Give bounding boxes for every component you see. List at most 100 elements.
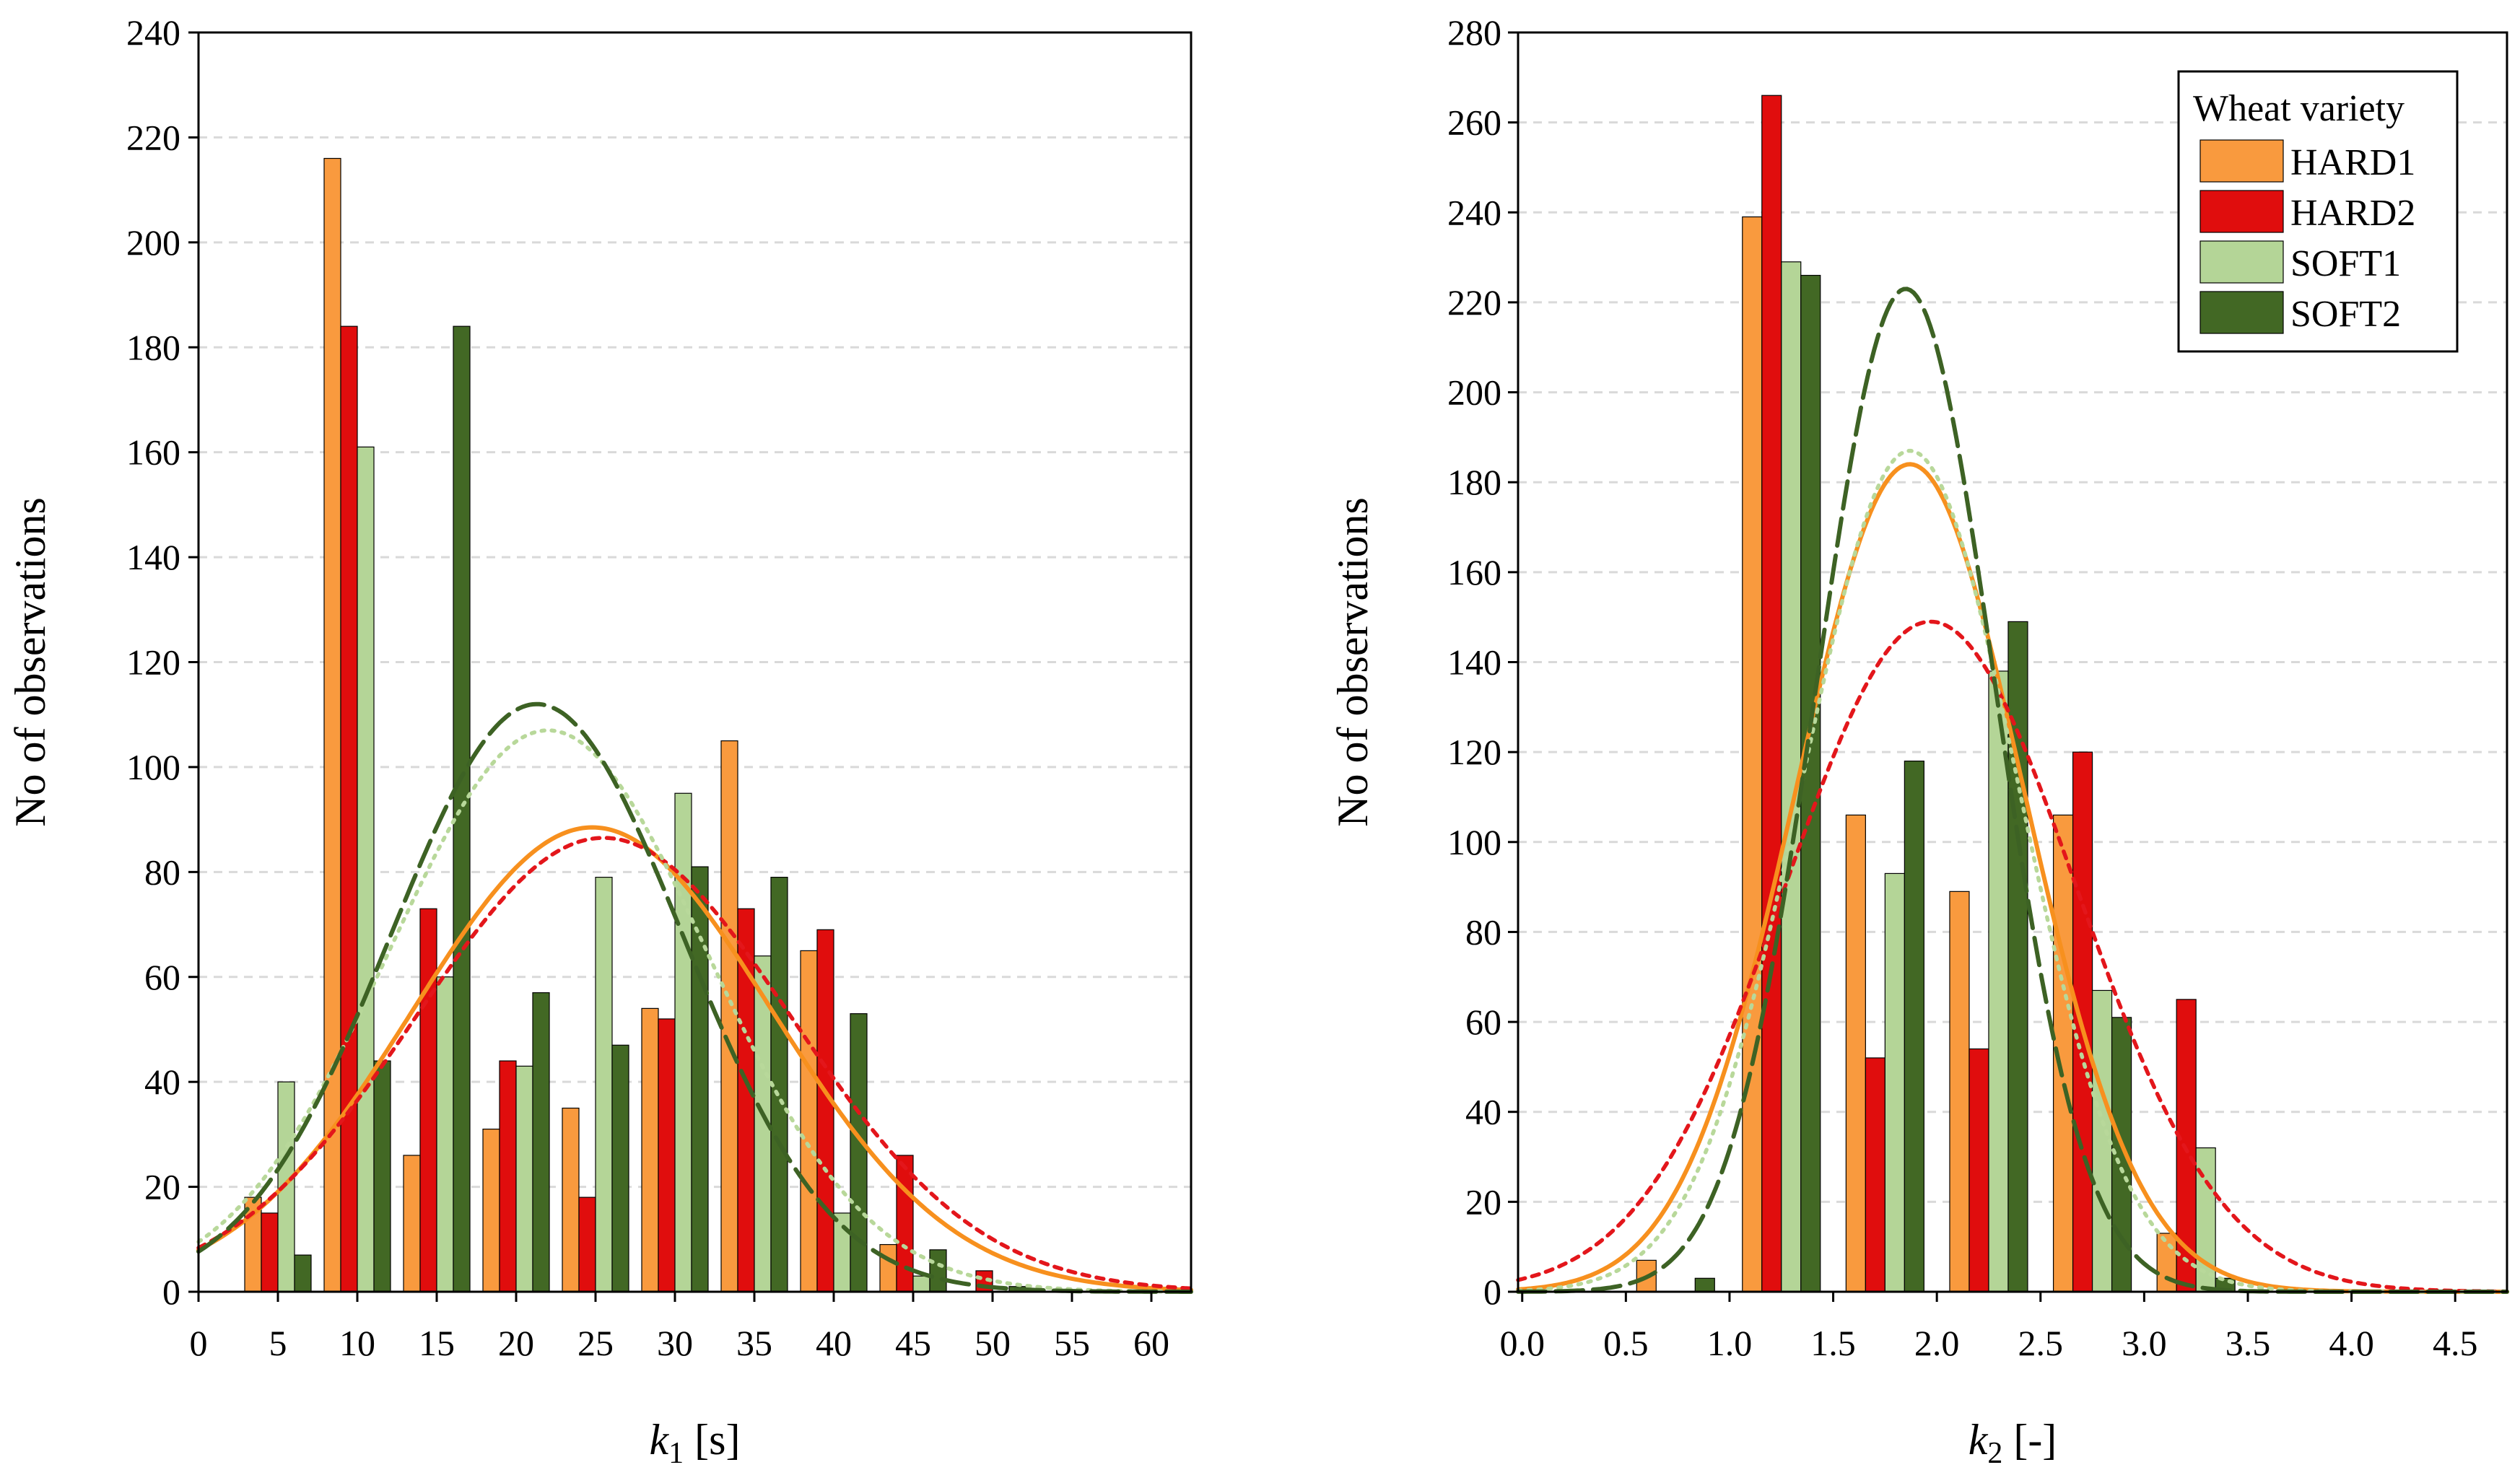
bar-hard2 <box>261 1212 279 1292</box>
legend-swatch-hard1 <box>2199 139 2284 183</box>
x-tick-label: 60 <box>1133 1323 1169 1363</box>
x-tick-label: 30 <box>657 1323 693 1363</box>
k1-x-axis: 0 5 10 15 20 25 30 35 40 45 50 55 60 <box>190 1292 1169 1363</box>
bar-hard1 <box>800 950 818 1292</box>
x-tick-label: 40 <box>816 1323 852 1363</box>
legend-label-hard2: HARD2 <box>2290 193 2415 234</box>
y-tick-label: 40 <box>1465 1092 1501 1132</box>
k2-y-axis-label: No of observations <box>1329 497 1377 827</box>
x-tick-label: 5 <box>269 1323 287 1363</box>
bar-hard2 <box>816 929 834 1292</box>
k1-y-axis: 0 20 40 60 80 100 120 140 160 180 200 220 240 <box>126 12 199 1312</box>
bar-hard1 <box>482 1129 500 1292</box>
bar-soft2 <box>691 866 709 1292</box>
chart-k2: 020406080100120140160180200220240260280 … <box>1329 12 2509 1470</box>
bar-soft1 <box>674 792 692 1292</box>
y-tick-label: 60 <box>1465 1002 1501 1042</box>
y-tick-label: 160 <box>1447 552 1501 592</box>
bar-hard2 <box>578 1197 596 1292</box>
y-tick-label: 60 <box>144 957 180 997</box>
fit-curve-hard1 <box>196 825 1193 1292</box>
bar-hard2 <box>658 1018 676 1292</box>
bar-hard2 <box>1761 95 1782 1292</box>
bar-hard1 <box>562 1107 580 1292</box>
fit-curve-hard2 <box>1516 619 2509 1294</box>
k2-x-axis-label: k2 [-] <box>1969 1416 2057 1470</box>
k1-x-axis-label: k1 [s] <box>650 1416 741 1470</box>
x-tick-label: 3.0 <box>2122 1323 2167 1363</box>
fit-curve-soft2 <box>196 701 1193 1294</box>
bar-soft1 <box>1988 670 2009 1292</box>
y-tick-label: 20 <box>144 1167 180 1207</box>
legend: Wheat variety HARD1 HARD2 SOFT1 SOFT2 <box>2177 70 2459 353</box>
k1-bars <box>244 157 1026 1292</box>
y-tick-label: 100 <box>1447 822 1501 862</box>
legend-label-soft1: SOFT1 <box>2290 243 2401 284</box>
x-tick-label: 3.5 <box>2225 1323 2271 1363</box>
x-tick-label: 25 <box>577 1323 614 1363</box>
y-tick-label: 140 <box>126 537 180 577</box>
y-tick-label: 220 <box>126 117 180 157</box>
bar-hard2 <box>340 325 358 1292</box>
x-tick-label: 50 <box>975 1323 1011 1363</box>
bar-soft2 <box>1694 1277 1715 1292</box>
bar-soft2 <box>532 992 550 1292</box>
k1-y-axis-label: No of observations <box>6 497 54 827</box>
bar-soft2 <box>373 1060 391 1292</box>
x-tick-label: 45 <box>895 1323 931 1363</box>
y-tick-label: 80 <box>144 852 180 892</box>
y-tick-label: 280 <box>1447 12 1501 53</box>
legend-title: Wheat variety <box>2193 88 2405 129</box>
k2-x-unit: [-] <box>2002 1416 2057 1464</box>
legend-swatch-soft1 <box>2199 240 2284 284</box>
legend-items: HARD1 HARD2 SOFT1 SOFT2 <box>2199 139 2415 335</box>
bar-hard2 <box>1865 1057 1885 1292</box>
bar-hard2 <box>419 908 437 1292</box>
legend-label-hard1: HARD1 <box>2290 142 2415 183</box>
y-tick-label: 260 <box>1447 102 1501 143</box>
x-tick-label: 0.0 <box>1499 1323 1545 1363</box>
k1-x-sub: 1 <box>668 1437 684 1470</box>
bar-hard1 <box>403 1155 421 1292</box>
bar-soft1 <box>436 976 454 1292</box>
k2-y-axis: 0 20 40 60 80 100 120 140 160 180 200 220 240 260 280 <box>1447 12 1518 1312</box>
bar-soft2 <box>611 1044 629 1292</box>
y-tick-label: 200 <box>126 222 180 263</box>
bar-hard1 <box>1742 216 1763 1292</box>
k2-x-axis: 0.0 0.5 1.0 1.5 2.0 2.5 3.0 3.5 4.0 4.5 <box>1499 1292 2477 1363</box>
bar-soft1 <box>357 446 375 1292</box>
bar-hard2 <box>1969 1048 1989 1292</box>
y-tick-label: 160 <box>126 432 180 473</box>
bar-hard1 <box>1845 814 1866 1292</box>
fit-curve-hard2 <box>196 836 1193 1291</box>
bar-hard1 <box>879 1243 897 1292</box>
x-tick-label: 0.5 <box>1603 1323 1649 1363</box>
y-tick-label: 140 <box>1447 642 1501 683</box>
bar-soft2 <box>294 1254 312 1292</box>
x-tick-label: 4.5 <box>2433 1323 2478 1363</box>
y-tick-label: 0 <box>162 1272 180 1312</box>
k1-gridlines <box>199 136 1191 1189</box>
x-tick-label: 55 <box>1054 1323 1090 1363</box>
k2-x-var: k <box>1969 1416 1989 1464</box>
bar-soft1 <box>1884 872 1905 1292</box>
bar-soft2 <box>453 325 471 1292</box>
legend-swatch-soft2 <box>2199 291 2284 334</box>
x-tick-label: 2.0 <box>1914 1323 1960 1363</box>
k1-x-unit: [s] <box>684 1416 740 1464</box>
y-tick-label: 180 <box>126 327 180 367</box>
bar-soft1 <box>912 1275 930 1292</box>
y-tick-label: 240 <box>1447 192 1501 232</box>
x-tick-label: 1.0 <box>1707 1323 1753 1363</box>
bar-soft1 <box>833 1212 851 1292</box>
y-tick-label: 80 <box>1465 911 1501 952</box>
x-tick-label: 35 <box>736 1323 772 1363</box>
y-tick-label: 120 <box>1447 732 1501 772</box>
k2-x-sub: 2 <box>1987 1437 2002 1470</box>
y-tick-label: 20 <box>1465 1181 1501 1222</box>
bar-soft2 <box>929 1249 947 1292</box>
x-tick-label: 0 <box>190 1323 208 1363</box>
bar-soft1 <box>595 877 613 1292</box>
